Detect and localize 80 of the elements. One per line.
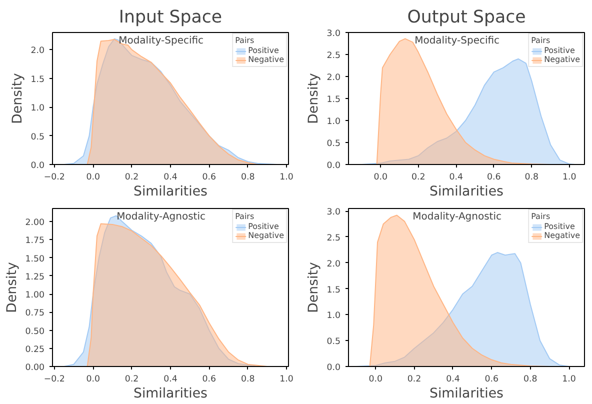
y-tick-label: 1.0	[326, 117, 341, 127]
y-tick-label: 2.5	[326, 233, 341, 244]
y-tick-label: 2.5	[326, 51, 341, 61]
y-tick-label: 0.75	[25, 308, 45, 319]
x-tick-label: 1.0	[562, 172, 576, 182]
x-tick-label: 0.0	[368, 374, 382, 384]
x-tick-label: 0.8	[240, 374, 255, 384]
y-tick-label: 0.5	[326, 337, 341, 348]
x-axis-title: Similarities	[430, 184, 504, 200]
y-tick-label: 2.0	[30, 46, 45, 56]
y-tick-label: 1.75	[25, 236, 45, 246]
y-tick-label: 1.0	[30, 104, 45, 114]
x-tick-label: 0.2	[411, 172, 426, 182]
x-tick-label: 1.0	[562, 374, 576, 384]
y-tick-label: 1.5	[30, 74, 45, 85]
legend-label: Negative	[248, 231, 284, 240]
chart-title: Input Space	[118, 8, 222, 28]
y-tick-label: 0.50	[25, 326, 45, 337]
x-tick-label: 0.6	[486, 172, 501, 182]
chart-subtitle: Modality-Specific	[414, 36, 500, 46]
y-tick-label: 0.5	[30, 132, 45, 142]
x-tick-label: 0.2	[124, 172, 139, 182]
x-tick-label: 0.4	[164, 172, 178, 182]
x-tick-label: 0.2	[124, 374, 139, 384]
y-tick-label: 2.0	[326, 259, 341, 270]
y-tick-label: 0.25	[25, 344, 45, 355]
x-tick-label: 0.4	[446, 374, 460, 384]
legend-title: Pairs	[531, 36, 552, 45]
x-tick-label: 0.6	[484, 374, 499, 384]
y-tick-label: 2.0	[326, 73, 341, 83]
y-axis-title: Density	[5, 262, 20, 313]
y-tick-label: 0.00	[25, 363, 45, 373]
legend-label: Positive	[248, 46, 279, 55]
y-tick-label: 0.0	[326, 363, 341, 373]
x-tick-label: 0.6	[202, 374, 216, 384]
legend-label: Positive	[544, 46, 575, 55]
x-tick-label: 0.0	[86, 172, 100, 182]
legend-title: Pairs	[531, 212, 552, 221]
legend-title: Pairs	[235, 212, 256, 221]
x-tick-label: 0.2	[407, 374, 422, 384]
x-tick-label: 0.8	[523, 374, 538, 384]
y-axis-title: Density	[10, 73, 26, 124]
x-axis-title: Similarities	[134, 386, 208, 402]
y-tick-label: 1.00	[25, 290, 45, 301]
y-tick-label: 2.00	[25, 218, 45, 228]
x-tick-label: 0.0	[374, 172, 388, 182]
y-tick-label: 1.0	[326, 311, 341, 322]
y-axis-title: Density	[306, 73, 322, 124]
x-tick-label: 0.4	[164, 374, 178, 384]
chart-title: Output Space	[407, 8, 526, 28]
x-tick-label: 1.0	[280, 374, 294, 384]
y-tick-label: 1.25	[25, 272, 45, 282]
y-tick-label: 1.5	[326, 95, 341, 105]
y-tick-label: 1.50	[25, 254, 45, 264]
x-tick-label: 0.8	[240, 172, 255, 182]
x-tick-label: 0.4	[449, 172, 464, 182]
y-tick-label: 0.0	[326, 161, 341, 171]
y-tick-label: 3.0	[326, 29, 341, 39]
y-tick-label: 3.0	[326, 208, 341, 218]
y-tick-label: 0.5	[326, 139, 341, 149]
y-tick-label: 1.5	[326, 285, 341, 296]
y-axis-title: Density	[306, 262, 322, 313]
chart-subtitle: Modality-Agnostic	[116, 212, 206, 222]
legend-label: Negative	[544, 231, 580, 240]
x-axis-title: Similarities	[134, 184, 208, 200]
legend-label: Positive	[248, 222, 279, 231]
x-tick-label: 1.0	[280, 172, 294, 182]
legend-label: Negative	[544, 55, 580, 64]
chart-subtitle: Modality-Specific	[118, 36, 204, 46]
y-tick-label: 0.0	[30, 161, 45, 171]
x-tick-label: −0.2	[44, 374, 65, 384]
legend-title: Pairs	[235, 36, 256, 45]
x-tick-label: −0.2	[44, 172, 65, 182]
legend-label: Negative	[248, 55, 284, 64]
x-axis-title: Similarities	[430, 386, 504, 402]
legend-label: Positive	[544, 222, 575, 231]
chart-subtitle: Modality-Agnostic	[412, 212, 502, 222]
x-tick-label: 0.8	[524, 172, 539, 182]
x-tick-label: 0.0	[86, 374, 100, 384]
x-tick-label: 0.6	[202, 172, 216, 182]
